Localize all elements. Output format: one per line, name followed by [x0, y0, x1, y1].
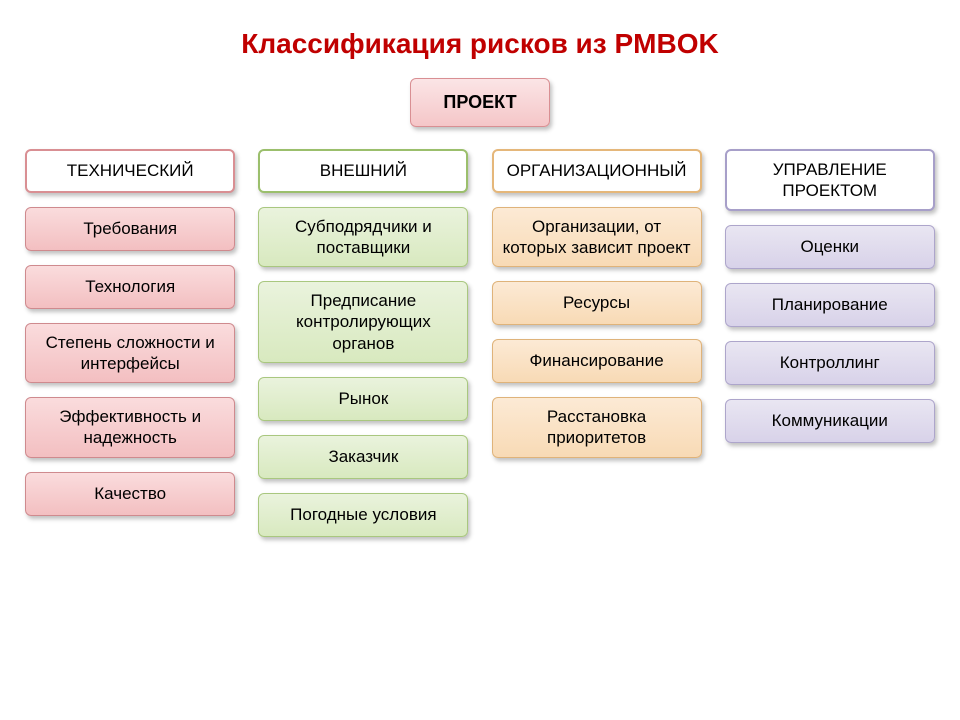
column-item: Требования: [25, 207, 235, 251]
column-item: Степень сложности и интерфейсы: [25, 323, 235, 384]
column-header: ТЕХНИЧЕСКИЙ: [25, 149, 235, 193]
column-item: Финансирование: [492, 339, 702, 383]
column-item: Погодные условия: [258, 493, 468, 537]
column-item: Эффективность и надежность: [25, 397, 235, 458]
column-header: ВНЕШНИЙ: [258, 149, 468, 193]
root-node: ПРОЕКТ: [410, 78, 550, 127]
column-item: Рынок: [258, 377, 468, 421]
column-0: ТЕХНИЧЕСКИЙ Требования Технология Степень с…: [25, 149, 235, 537]
column-item: Предписание контролирующих органов: [258, 281, 468, 363]
column-3: УПРАВЛЕНИЕ ПРОЕКТОМ Оценки Планирование Кон…: [725, 149, 935, 537]
column-item: Оценки: [725, 225, 935, 269]
column-header: ОРГАНИЗАЦИОННЫЙ: [492, 149, 702, 193]
column-item: Заказчик: [258, 435, 468, 479]
diagram-title: Классификация рисков из PMBOK: [0, 0, 960, 78]
column-item: Качество: [25, 472, 235, 516]
column-1: ВНЕШНИЙ Субподрядчики и поставщики Предпис…: [258, 149, 468, 537]
column-2: ОРГАНИЗАЦИОННЫЙ Организации, от которых з…: [492, 149, 702, 537]
column-item: Контроллинг: [725, 341, 935, 385]
column-item: Ресурсы: [492, 281, 702, 325]
column-item: Расстановка приоритетов: [492, 397, 702, 458]
columns-container: ТЕХНИЧЕСКИЙ Требования Технология Степень с…: [0, 149, 960, 537]
column-item: Коммуникации: [725, 399, 935, 443]
column-item: Организации, от которых зависит проект: [492, 207, 702, 268]
column-item: Субподрядчики и поставщики: [258, 207, 468, 268]
root-row: ПРОЕКТ: [0, 78, 960, 127]
column-header: УПРАВЛЕНИЕ ПРОЕКТОМ: [725, 149, 935, 212]
column-item: Планирование: [725, 283, 935, 327]
column-item: Технология: [25, 265, 235, 309]
